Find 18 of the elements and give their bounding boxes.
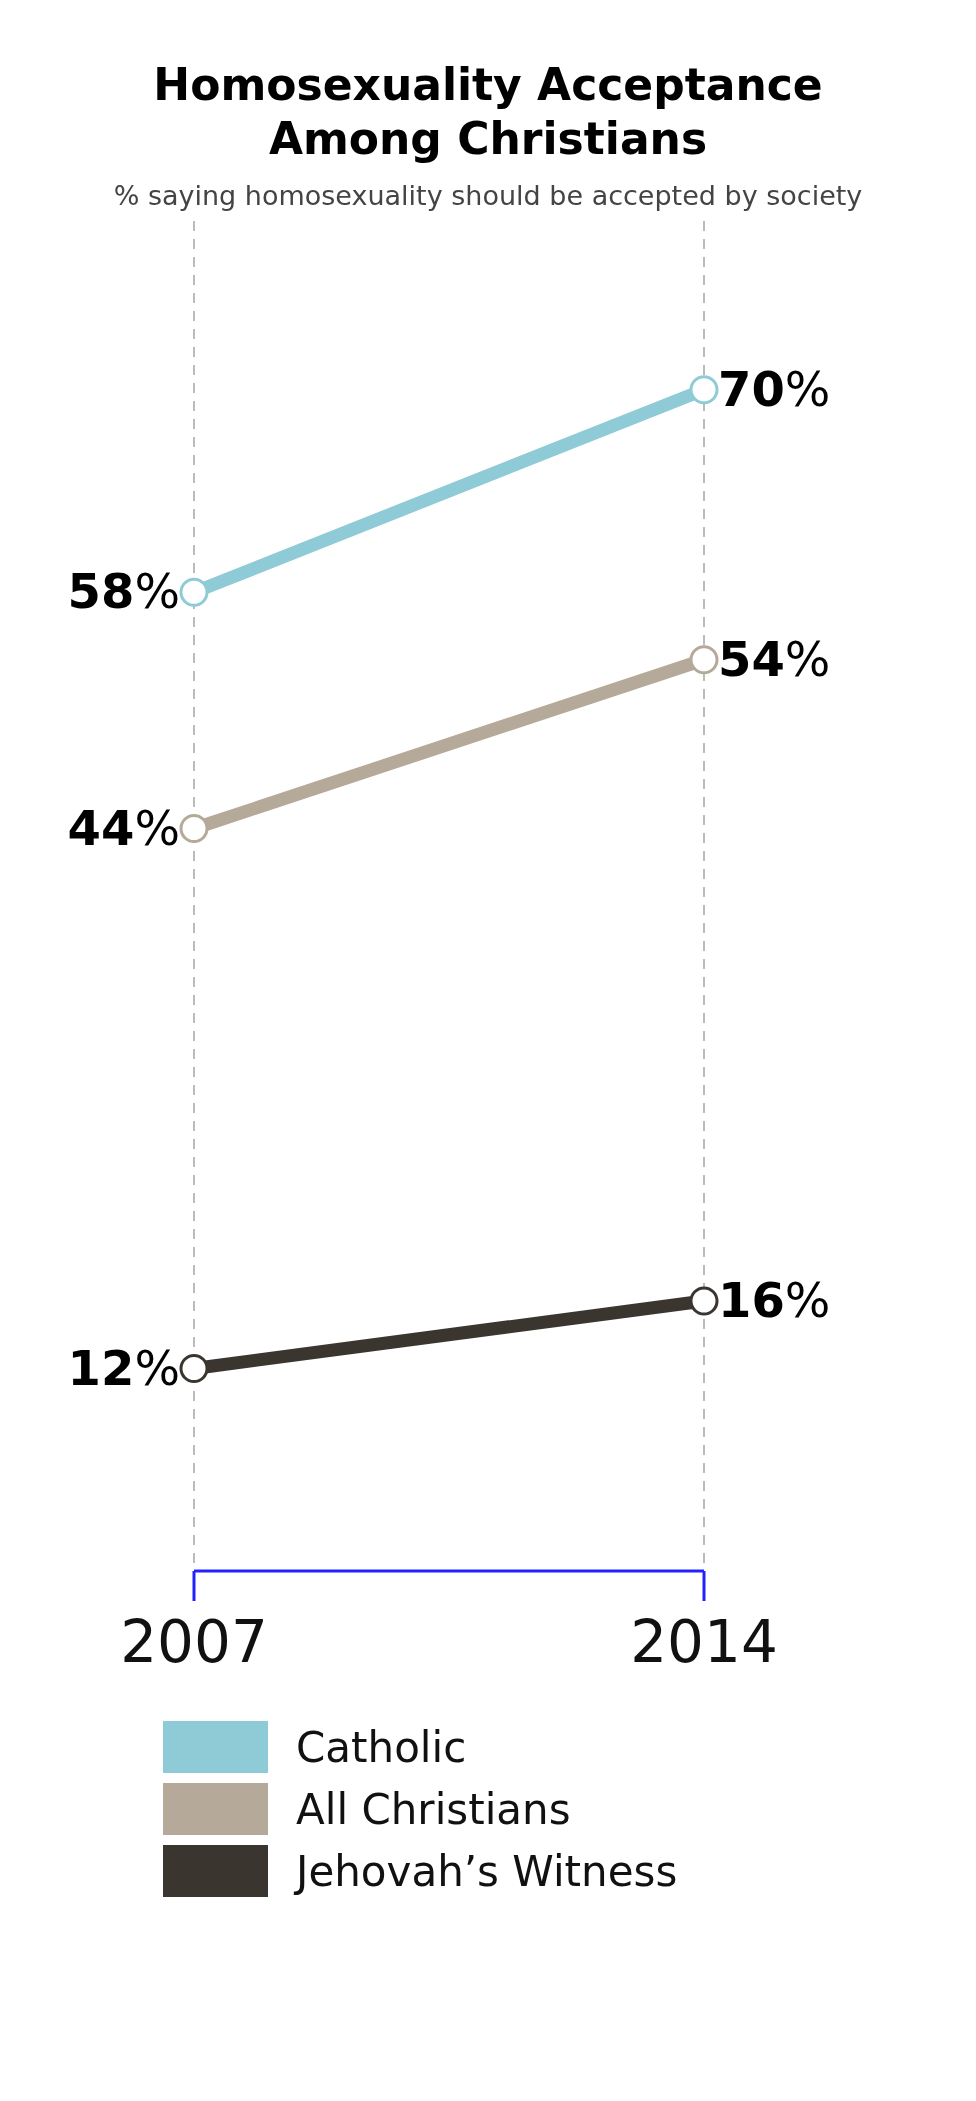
chart-title: Homosexuality Acceptance Among Christians — [152, 58, 824, 166]
data-label: 70% — [718, 360, 831, 417]
point — [689, 645, 719, 675]
point — [179, 1354, 209, 1383]
point — [689, 1286, 719, 1316]
point — [179, 814, 209, 843]
x-tick-label: 2007 — [120, 1608, 268, 1677]
x-tick-label: 2014 — [630, 1608, 778, 1677]
chart-subtitle: % saying homosexuality should be accepted by society — [112, 180, 864, 211]
data-label: 16% — [718, 1272, 831, 1328]
legend-label: Catholic — [296, 1722, 467, 1772]
data-label: 44% — [67, 799, 180, 856]
legend-label: All Christians — [296, 1784, 571, 1834]
point — [179, 577, 209, 607]
data-label: 12% — [67, 1339, 180, 1396]
point — [689, 375, 719, 405]
data-label: 54% — [718, 630, 831, 687]
data-label: 58% — [67, 563, 180, 620]
